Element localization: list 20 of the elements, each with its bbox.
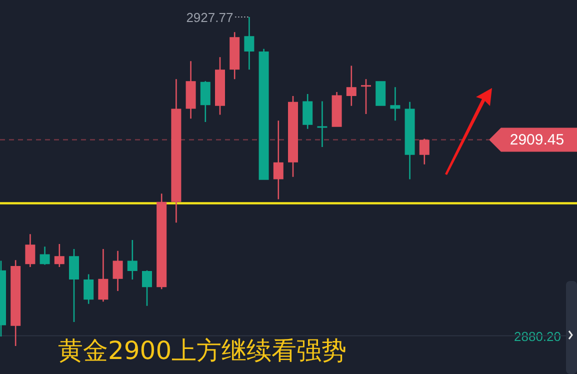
candlestick bbox=[302, 94, 313, 129]
candlestick bbox=[376, 81, 386, 106]
text: 黄金2900上方继续看强势 bbox=[58, 336, 347, 365]
text: 2909.45 bbox=[510, 132, 564, 149]
candlestick bbox=[419, 138, 430, 164]
candlestick bbox=[230, 32, 240, 80]
candlestick bbox=[317, 101, 328, 147]
candlestick bbox=[84, 274, 94, 304]
candlestick bbox=[171, 79, 182, 223]
candlestick bbox=[186, 61, 196, 119]
text: 2880.20 bbox=[514, 329, 561, 344]
annotation: 2927.77 bbox=[186, 10, 234, 25]
candlestick bbox=[404, 102, 415, 180]
candlestick bbox=[40, 246, 50, 265]
candlestick bbox=[390, 87, 400, 121]
candlestick bbox=[244, 17, 254, 70]
candlestick bbox=[25, 234, 36, 268]
candlestick bbox=[10, 260, 21, 346]
candlestick bbox=[98, 248, 108, 302]
candlestick bbox=[112, 250, 123, 292]
